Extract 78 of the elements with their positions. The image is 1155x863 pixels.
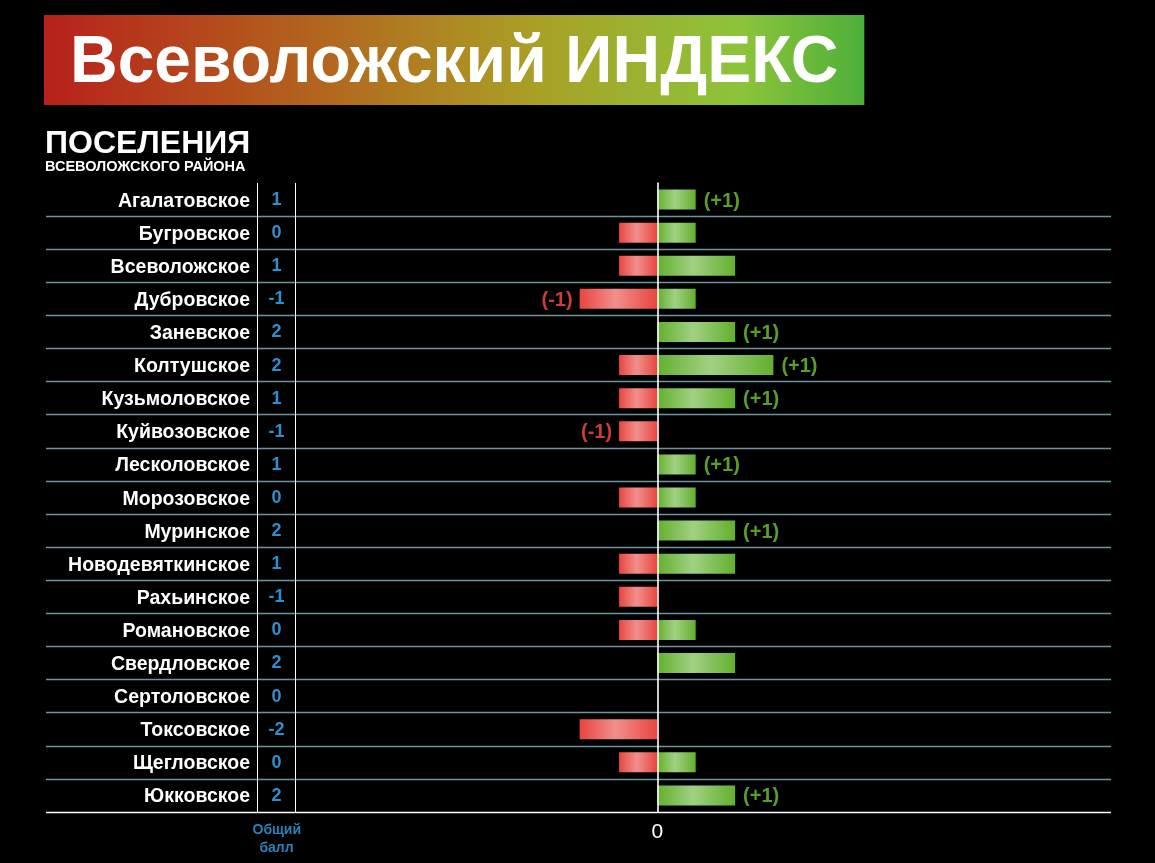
annotation: (-1) — [581, 420, 613, 443]
y-tick-label: Токсовское — [140, 718, 251, 741]
y-tick-label: Куйвозовское — [116, 420, 251, 443]
text: 1 — [271, 189, 282, 209]
text: 1 — [271, 553, 282, 574]
bar — [657, 321, 736, 342]
y-tick-label: Бугровское — [138, 221, 251, 244]
bar — [619, 553, 658, 574]
bar — [657, 752, 696, 773]
bar — [657, 520, 736, 541]
annotation: (+1) — [743, 387, 780, 410]
y-tick-label: Муринское — [144, 519, 251, 542]
annotation: (+1) — [743, 320, 780, 343]
y-tick-label: Колтушское — [134, 354, 251, 377]
text: 2 — [271, 321, 282, 342]
bar — [657, 653, 736, 674]
y-tick-label: Кузьмоловское — [101, 387, 251, 410]
y-tick-label: Новодевяткинское — [68, 552, 251, 575]
text: -1 — [268, 288, 285, 309]
bar — [657, 619, 696, 640]
bar — [619, 388, 658, 409]
y-tick-label: Юкковское — [144, 784, 251, 807]
text: -1 — [268, 420, 285, 441]
y-tick-label: Сертоловское — [114, 685, 251, 708]
bar — [619, 487, 658, 508]
text: 0 — [651, 819, 664, 842]
y-tick-label: Лесколовское — [115, 453, 251, 476]
y-tick-label: Агалатовское — [117, 188, 251, 211]
text: -1 — [268, 586, 285, 607]
bar — [619, 421, 658, 442]
y-axis-title: ПОСЕЛЕНИЯ ВСЕВОЛОЖСКОГО РАЙОНА — [45, 124, 251, 174]
text: 0 — [271, 619, 282, 640]
bar — [619, 255, 658, 276]
text: 1 — [271, 453, 282, 474]
bar — [657, 388, 736, 409]
bar — [657, 487, 696, 508]
chart-title: Всеволожский ИНДЕКС — [70, 22, 839, 96]
bar — [657, 553, 736, 574]
text: 1 — [271, 387, 282, 408]
text: 0 — [271, 486, 282, 507]
y-tick-label: Заневское — [149, 320, 251, 343]
bar — [579, 288, 658, 309]
y-tick-label: Морозовское — [122, 486, 251, 509]
text: 1 — [271, 255, 282, 276]
y-tick-label: Свердловское — [110, 652, 251, 675]
bar — [619, 586, 658, 607]
y-tick-label: Щегловское — [133, 751, 251, 774]
text: 2 — [271, 354, 282, 375]
bar — [657, 785, 736, 806]
annotation: (+1) — [781, 354, 818, 377]
bar — [619, 355, 658, 376]
text: Общий балл — [251, 820, 303, 856]
bar — [657, 222, 696, 243]
text: -2 — [268, 718, 285, 739]
annotation: (+1) — [743, 784, 780, 807]
annotation: (+1) — [703, 453, 740, 476]
text: 2 — [271, 784, 282, 805]
y-tick-label: Романовское — [122, 618, 251, 641]
annotation: (-1) — [541, 287, 573, 310]
text: 2 — [271, 520, 282, 541]
bar — [619, 222, 658, 243]
bar — [657, 255, 736, 276]
bar — [657, 189, 696, 210]
y-tick-label: Рахьинское — [136, 585, 251, 608]
bar — [657, 355, 774, 376]
bar — [619, 619, 658, 640]
bar — [657, 288, 696, 309]
text: 0 — [271, 222, 282, 243]
bar — [657, 454, 696, 475]
y-tick-label: Дубровское — [134, 287, 251, 310]
bar — [619, 752, 658, 773]
text: 2 — [271, 652, 282, 673]
text: 0 — [271, 685, 282, 706]
annotation: (+1) — [703, 188, 740, 211]
y-tick-label: Всеволожское — [110, 254, 251, 277]
text: 0 — [271, 751, 282, 772]
bar — [579, 719, 658, 740]
annotation: (+1) — [743, 519, 780, 542]
